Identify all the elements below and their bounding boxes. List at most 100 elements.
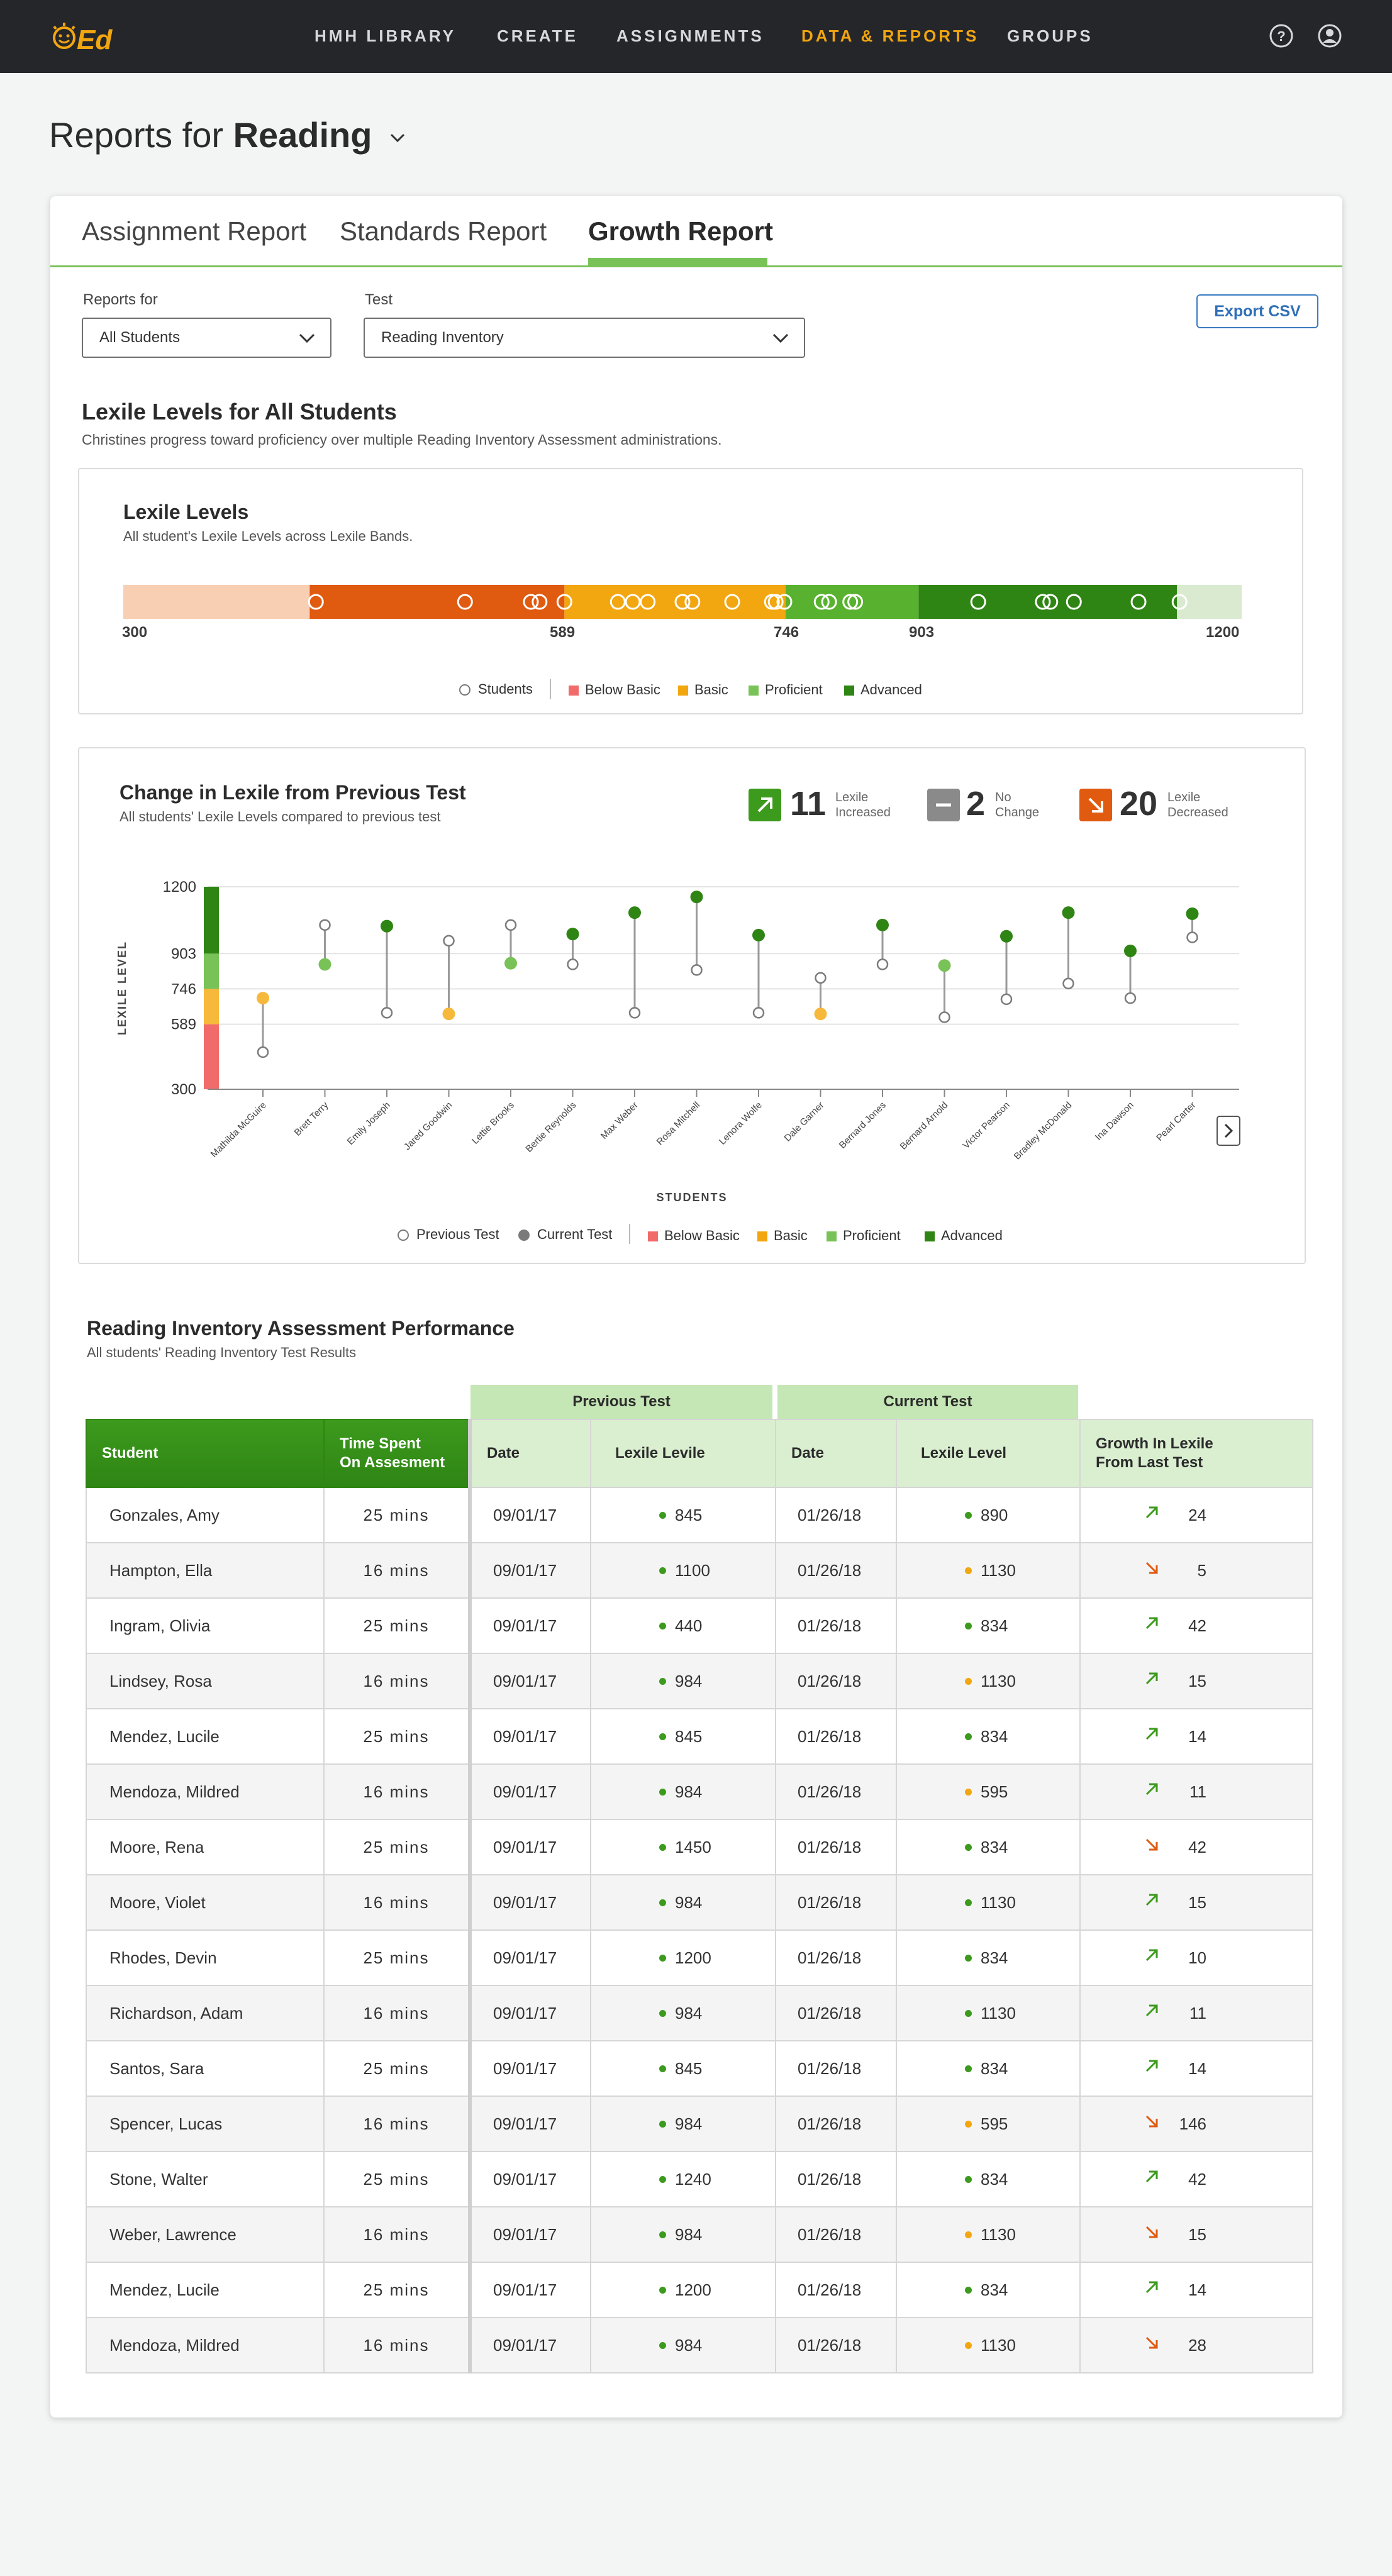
table-row[interactable]: Rhodes, Devin 25 mins 09/01/17 1200 01/26/18… (86, 1929, 1313, 1986)
nav-hmh-library[interactable]: HMH LIBRARY (315, 26, 457, 45)
current-test-point[interactable] (318, 958, 331, 971)
cell-prev-level: 845 (590, 1708, 776, 1765)
table-row[interactable]: Stone, Walter 25 mins 09/01/17 1240 01/26/18… (86, 2151, 1313, 2207)
previous-test-point[interactable] (1124, 992, 1137, 1004)
current-test-point[interactable] (690, 891, 703, 904)
current-test-point[interactable] (1124, 944, 1137, 957)
previous-test-point[interactable] (319, 919, 331, 931)
table-row[interactable]: Mendez, Lucile 25 mins 09/01/17 845 01/26/18… (86, 1708, 1313, 1765)
previous-test-point[interactable] (1000, 993, 1013, 1006)
cell-time: 25 mins (323, 2262, 470, 2318)
student-marker[interactable] (847, 594, 864, 610)
current-test-point[interactable] (938, 959, 951, 972)
previous-test-point[interactable] (752, 1007, 765, 1019)
student-marker[interactable] (776, 594, 793, 610)
col-growth[interactable]: Growth In Lexile From Last Test (1079, 1419, 1313, 1488)
col-student[interactable]: Student (86, 1419, 325, 1488)
table-row[interactable]: Lindsey, Rosa 16 mins 09/01/17 984 01/26/18 1… (86, 1653, 1313, 1709)
current-test-point[interactable] (1186, 907, 1199, 920)
current-test-point[interactable] (504, 957, 517, 970)
student-marker[interactable] (1042, 594, 1059, 610)
chevron-down-icon[interactable] (388, 131, 407, 144)
current-test-point[interactable] (442, 1008, 455, 1021)
table-row[interactable]: Spencer, Lucas 16 mins 09/01/17 984 01/26/18… (86, 2096, 1313, 2152)
previous-test-point[interactable] (443, 935, 455, 947)
ed-logo[interactable]: Ed (49, 19, 125, 54)
col-prev-date[interactable]: Date (468, 1419, 591, 1488)
previous-test-point[interactable] (815, 972, 827, 984)
col-prev-level[interactable]: Lexile Levile (590, 1419, 776, 1488)
nav-groups[interactable]: GROUPS (1007, 26, 1093, 45)
page-title[interactable]: Reports for Reading (49, 114, 407, 155)
current-test-point[interactable] (257, 992, 269, 1005)
student-marker[interactable] (556, 594, 572, 610)
student-marker[interactable] (610, 594, 626, 610)
nav-assignments[interactable]: ASSIGNMENTS (616, 26, 764, 45)
current-test-point[interactable] (381, 919, 393, 933)
student-marker[interactable] (970, 594, 986, 610)
nav-data-reports[interactable]: DATA & REPORTS (801, 26, 979, 45)
table-row[interactable]: Mendoza, Mildred 16 mins 09/01/17 984 01/26/… (86, 1763, 1313, 1820)
previous-test-point[interactable] (504, 919, 517, 931)
table-row[interactable]: Richardson, Adam 16 mins 09/01/17 984 01/26/… (86, 1985, 1313, 2041)
student-marker[interactable] (1066, 594, 1082, 610)
student-marker[interactable] (625, 594, 641, 610)
student-marker[interactable] (842, 594, 859, 610)
student-marker[interactable] (767, 594, 784, 610)
table-row[interactable]: Ingram, Olivia 25 mins 09/01/17 440 01/26/18… (86, 1597, 1313, 1654)
student-marker[interactable] (684, 594, 701, 610)
table-row[interactable]: Moore, Violet 16 mins 09/01/17 984 01/26/18 1… (86, 1874, 1313, 1931)
previous-test-point[interactable] (628, 1007, 641, 1019)
table-row[interactable]: Mendoza, Mildred 16 mins 09/01/17 984 01/26/… (86, 2317, 1313, 2373)
student-marker[interactable] (457, 594, 473, 610)
previous-test-point[interactable] (381, 1007, 393, 1019)
table-row[interactable]: Gonzales, Amy 25 mins 09/01/17 845 01/26/18 8… (86, 1487, 1313, 1543)
student-marker[interactable] (821, 594, 837, 610)
previous-test-point[interactable] (1186, 931, 1198, 943)
col-cur-date[interactable]: Date (775, 1419, 897, 1488)
student-marker[interactable] (724, 594, 740, 610)
arrow-up-right-icon (1145, 1617, 1158, 1629)
nav-create[interactable]: CREATE (497, 26, 578, 45)
current-test-point[interactable] (814, 1008, 827, 1021)
student-marker[interactable] (674, 594, 691, 610)
export-csv-button[interactable]: Export CSV (1196, 294, 1318, 328)
previous-test-point[interactable] (257, 1046, 269, 1058)
reports-for-select[interactable]: All Students (82, 318, 331, 358)
current-test-point[interactable] (876, 918, 889, 931)
tab-growth-report[interactable]: Growth Report (588, 216, 773, 246)
table-row[interactable]: Moore, Rena 25 mins 09/01/17 1450 01/26/18 83… (86, 1819, 1313, 1875)
current-test-point[interactable] (628, 906, 641, 919)
tab-standards-report[interactable]: Standards Report (340, 216, 547, 246)
previous-test-point[interactable] (567, 958, 579, 970)
student-marker[interactable] (813, 594, 830, 610)
current-test-point[interactable] (1062, 906, 1075, 919)
x-tick-label: Lettie Brooks (470, 1100, 516, 1146)
col-time-spent[interactable]: Time Spent On Assesment (323, 1419, 470, 1488)
student-marker[interactable] (1130, 594, 1147, 610)
chart-next-button[interactable] (1217, 1116, 1240, 1146)
current-test-point[interactable] (1000, 930, 1013, 943)
student-marker[interactable] (640, 594, 656, 610)
student-marker[interactable] (523, 594, 539, 610)
user-icon[interactable] (1317, 23, 1343, 49)
current-test-point[interactable] (752, 928, 765, 941)
test-select[interactable]: Reading Inventory (364, 318, 805, 358)
student-marker[interactable] (532, 594, 548, 610)
tab-assignment-report[interactable]: Assignment Report (82, 216, 307, 246)
previous-test-point[interactable] (876, 958, 889, 970)
previous-test-point[interactable] (1062, 977, 1074, 990)
table-row[interactable]: Weber, Lawrence 16 mins 09/01/17 984 01/26/1… (86, 2206, 1313, 2263)
student-marker[interactable] (1171, 594, 1188, 610)
current-test-point[interactable] (566, 928, 579, 941)
table-row[interactable]: Santos, Sara 25 mins 09/01/17 845 01/26/18 83… (86, 2040, 1313, 2097)
cell-prev-level: 1450 (590, 1819, 776, 1875)
previous-test-point[interactable] (938, 1011, 950, 1023)
student-marker[interactable] (1035, 594, 1051, 610)
table-row[interactable]: Mendez, Lucile 25 mins 09/01/17 1200 01/26/1… (86, 2262, 1313, 2318)
table-row[interactable]: Hampton, Ella 16 mins 09/01/17 1100 01/26/18… (86, 1542, 1313, 1599)
help-icon[interactable]: ? (1268, 23, 1295, 49)
student-marker[interactable] (308, 594, 324, 610)
previous-test-point[interactable] (691, 964, 703, 976)
col-cur-level[interactable]: Lexile Level (896, 1419, 1081, 1488)
